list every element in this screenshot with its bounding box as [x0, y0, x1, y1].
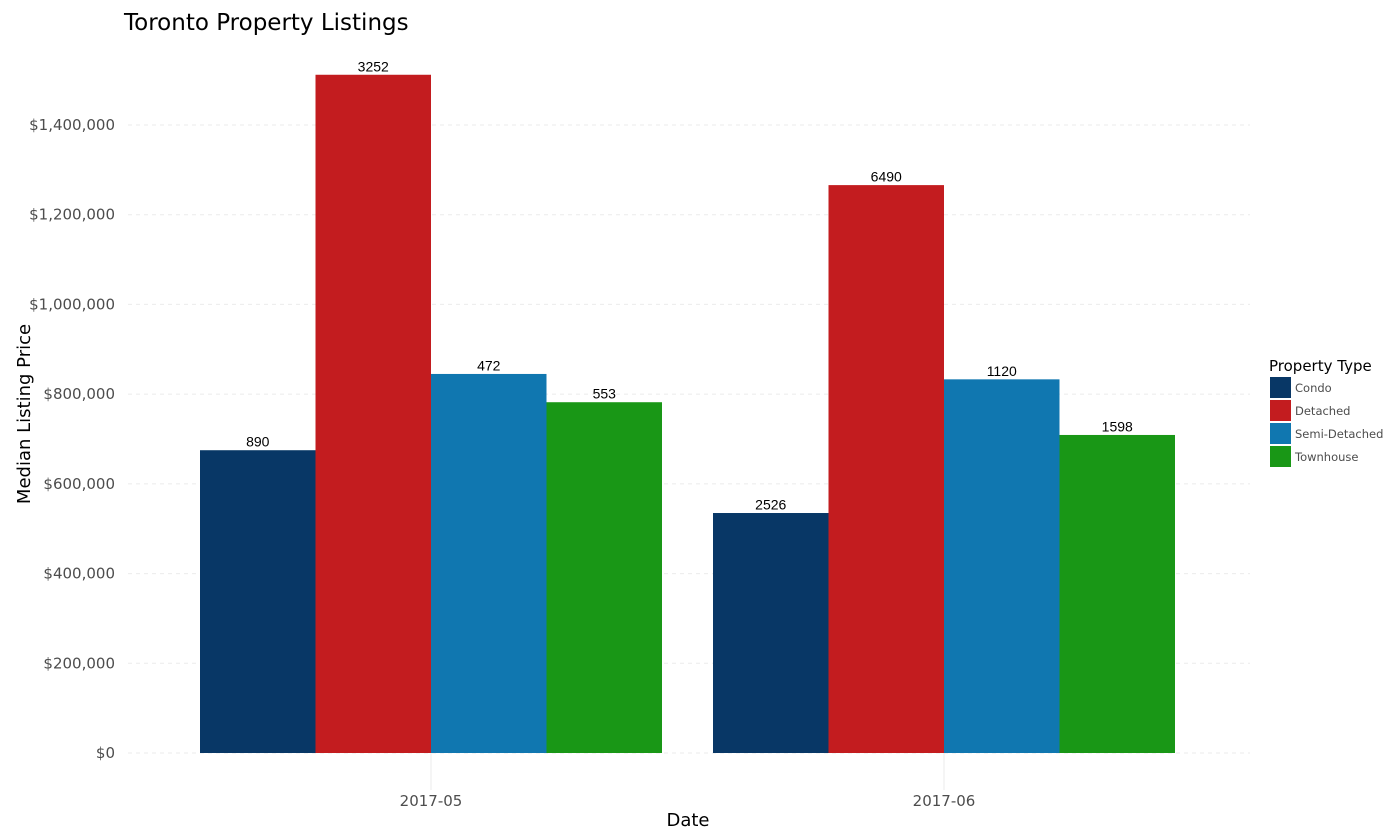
- bar-semi-detached-2017-06: [944, 379, 1060, 753]
- bar-data-label: 553: [593, 386, 617, 402]
- y-tick-label: $800,000: [43, 385, 115, 403]
- y-tick-label: $1,000,000: [29, 295, 115, 313]
- bar-condo-2017-05: [200, 450, 316, 753]
- bar-data-label: 890: [246, 434, 270, 450]
- bar-townhouse-2017-05: [546, 402, 662, 753]
- legend-items: Condo Detached Semi-Detached Townhouse: [1270, 377, 1383, 467]
- y-tick-label: $0: [96, 744, 115, 762]
- y-tick-label: $1,200,000: [29, 206, 115, 224]
- bars: [200, 74, 1175, 753]
- x-tick-label: 2017-06: [913, 792, 976, 810]
- bar-detached-2017-06: [828, 185, 944, 753]
- legend-label: Condo: [1295, 381, 1332, 395]
- bar-data-label: 3252: [358, 58, 389, 74]
- bar-townhouse-2017-06: [1059, 434, 1175, 753]
- y-tick-label: $1,400,000: [29, 116, 115, 134]
- bar-labels: 890 3252 472 553 2526 6490 1120 1598: [246, 58, 1133, 512]
- bar-detached-2017-05: [315, 74, 431, 753]
- y-axis-title: Median Listing Price: [14, 324, 35, 504]
- bar-data-label: 2526: [755, 497, 786, 513]
- x-tick-label: 2017-05: [400, 792, 463, 810]
- y-axis-ticks: $0 $200,000 $400,000 $600,000 $800,000 $1,000…: [29, 116, 115, 762]
- legend-key-townhouse: [1270, 446, 1291, 467]
- bar-condo-2017-06: [713, 513, 829, 753]
- bar-semi-detached-2017-05: [431, 373, 547, 753]
- bar-data-label: 472: [477, 357, 501, 373]
- y-tick-label: $400,000: [43, 565, 115, 583]
- x-axis-title: Date: [666, 810, 709, 831]
- bar-data-label: 1598: [1102, 418, 1133, 434]
- legend-key-condo: [1270, 377, 1291, 398]
- x-axis-ticks: 2017-05 2017-06: [400, 753, 976, 810]
- y-tick-label: $200,000: [43, 654, 115, 672]
- bar-data-label: 1120: [987, 363, 1017, 379]
- legend-key-semi-detached: [1270, 423, 1291, 444]
- legend-label: Detached: [1295, 404, 1350, 418]
- legend-title: Property Type: [1269, 357, 1372, 375]
- legend-label: Semi-Detached: [1295, 427, 1383, 441]
- legend: Property Type Condo Detached Semi-Detached…: [1269, 357, 1383, 467]
- legend-label: Townhouse: [1294, 450, 1358, 464]
- y-tick-label: $600,000: [43, 475, 115, 493]
- chart-title: Toronto Property Listings: [123, 10, 409, 36]
- legend-key-detached: [1270, 400, 1291, 421]
- bar-data-label: 6490: [871, 169, 902, 185]
